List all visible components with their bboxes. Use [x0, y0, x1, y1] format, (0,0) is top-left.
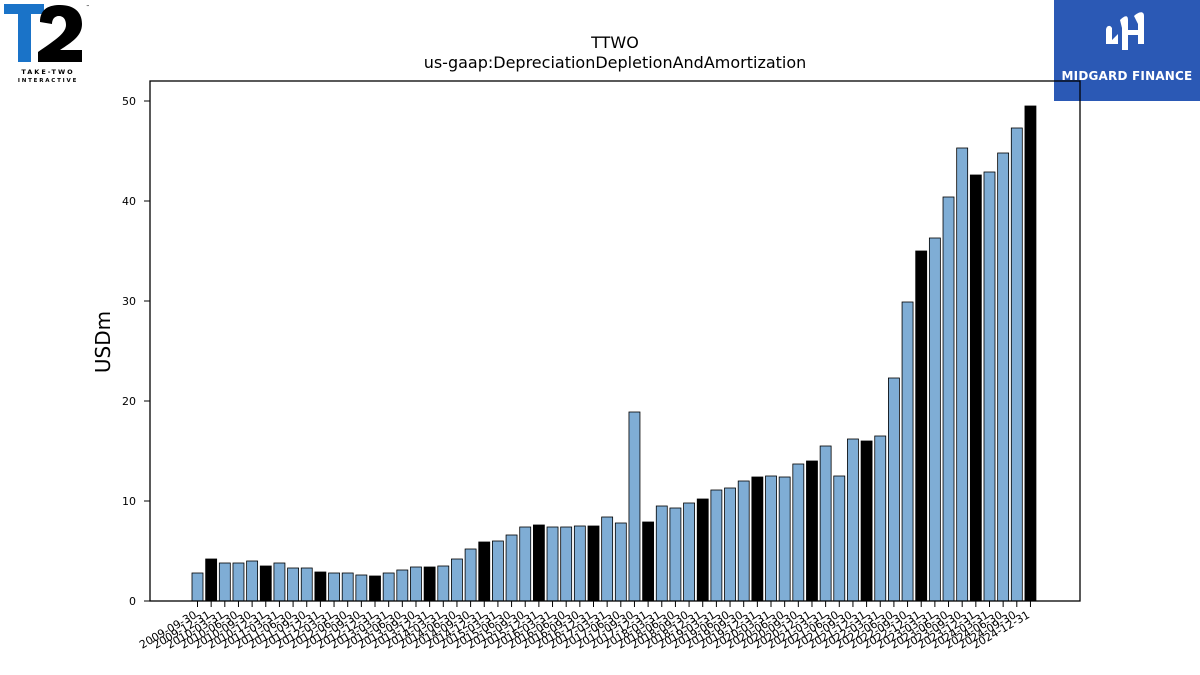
- bar: [792, 463, 805, 602]
- bar: [464, 548, 477, 602]
- bar: [669, 507, 682, 602]
- bar: [519, 526, 532, 602]
- bar: [410, 566, 422, 602]
- bar: [860, 440, 873, 602]
- bar: [232, 562, 245, 602]
- bar: [560, 526, 573, 602]
- bar: [546, 526, 559, 602]
- bar: [355, 574, 368, 602]
- x-ticks-group: 2009-09-302009-12-312010-03-312010-06-30…: [137, 601, 1032, 652]
- bar: [628, 411, 641, 602]
- bar: [246, 560, 259, 602]
- y-tick-label: 40: [122, 195, 136, 208]
- bar: [573, 525, 586, 602]
- midgard-finance-wordmark: MIDGARD FINANCE: [1061, 69, 1193, 83]
- bar: [724, 487, 736, 602]
- midgard-mark-icon: [1106, 12, 1144, 50]
- bars-group: [191, 105, 1037, 602]
- bar: [1024, 105, 1037, 602]
- bar: [259, 565, 272, 602]
- plot-frame: [149, 80, 1081, 602]
- y-tick-label: 20: [122, 395, 136, 408]
- midgard-finance-logo: MIDGARD FINANCE: [1054, 0, 1200, 101]
- bar: [437, 565, 450, 602]
- bar: [915, 250, 928, 602]
- bar: [806, 460, 818, 602]
- bar: [928, 237, 941, 602]
- bar: [587, 525, 600, 602]
- bar: [218, 562, 231, 602]
- bar: [901, 301, 914, 602]
- bar: [696, 498, 709, 602]
- bar: [423, 566, 436, 602]
- take-two-logo: ™ TAKE-TWO INTERACTIVE: [4, 4, 90, 84]
- bar: [710, 489, 723, 602]
- bar: [505, 534, 518, 602]
- bar: [287, 567, 299, 602]
- y-tick-label: 0: [129, 595, 136, 608]
- bar: [983, 171, 996, 602]
- bar: [532, 524, 545, 602]
- bar: [737, 480, 750, 602]
- bar: [765, 475, 777, 602]
- bar: [492, 540, 504, 602]
- bar: [478, 541, 491, 602]
- chart-title: TTWO: [590, 33, 639, 52]
- svg-text:™: ™: [86, 4, 90, 9]
- bar: [997, 152, 1010, 602]
- y-tick-label: 50: [122, 95, 136, 108]
- bar: [614, 522, 627, 602]
- bar: [1010, 127, 1023, 602]
- y-tick-label: 10: [122, 495, 136, 508]
- bar: [382, 572, 395, 602]
- bar: [942, 196, 955, 602]
- bar: [601, 516, 614, 602]
- bar: [191, 572, 204, 602]
- svg-text:INTERACTIVE: INTERACTIVE: [18, 78, 78, 84]
- bar: [888, 377, 900, 602]
- bar: [314, 571, 327, 602]
- t2-logo-icon: ™ TAKE-TWO INTERACTIVE: [4, 4, 90, 84]
- bar: [328, 572, 340, 602]
- y-axis-label: USDm: [91, 311, 115, 373]
- bar: [874, 435, 887, 602]
- bar: [396, 569, 409, 602]
- bar: [655, 505, 668, 602]
- bar: [847, 438, 859, 602]
- bar: [778, 476, 791, 602]
- bar: [369, 575, 381, 602]
- bar: [205, 558, 218, 602]
- y-tick-label: 30: [122, 295, 136, 308]
- bar: [956, 147, 969, 602]
- bar: [751, 476, 764, 602]
- bar: [300, 567, 313, 602]
- bar: [819, 445, 832, 602]
- bar: [969, 174, 982, 602]
- bar: [451, 558, 463, 602]
- bar: [341, 572, 354, 602]
- bar: [273, 562, 286, 602]
- bar: [683, 502, 695, 602]
- bar: [642, 521, 655, 602]
- y-ticks-group: 0 10 20 30 40 50: [122, 95, 150, 608]
- bar: [833, 475, 846, 602]
- svg-text:TAKE-TWO: TAKE-TWO: [21, 68, 74, 76]
- chart-subtitle: us-gaap:DepreciationDepletionAndAmortiza…: [424, 53, 807, 72]
